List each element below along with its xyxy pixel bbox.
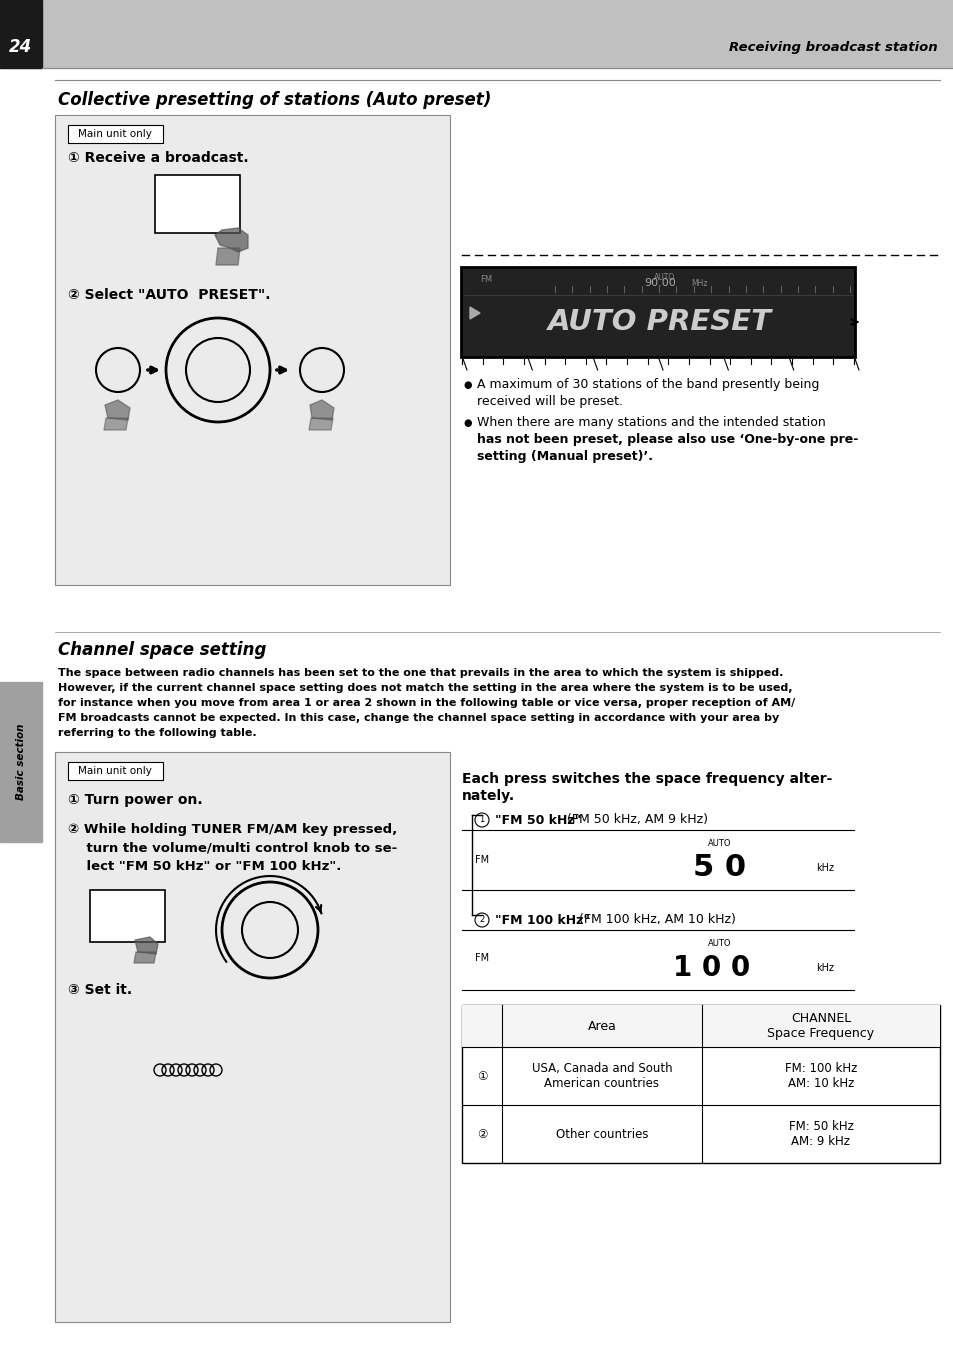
Text: CHANNEL
Space Frequency: CHANNEL Space Frequency <box>766 1013 874 1040</box>
Text: When there are many stations and the intended station: When there are many stations and the int… <box>476 416 825 429</box>
Text: Each press switches the space frequency alter-: Each press switches the space frequency … <box>461 772 832 786</box>
Bar <box>68 763 163 780</box>
Text: Main unit only: Main unit only <box>78 767 152 776</box>
Bar <box>0 0 42 68</box>
Text: received will be preset.: received will be preset. <box>476 395 622 408</box>
Text: nately.: nately. <box>461 790 515 803</box>
Text: 24: 24 <box>10 38 32 55</box>
Bar <box>90 890 165 942</box>
Text: FM: 50 kHz
AM: 9 kHz: FM: 50 kHz AM: 9 kHz <box>788 1119 853 1148</box>
Text: ①: ① <box>476 1069 487 1083</box>
Text: "FM 50 kHz": "FM 50 kHz" <box>495 814 580 826</box>
Bar <box>0 681 42 842</box>
Text: ① Receive a broadcast.: ① Receive a broadcast. <box>68 151 249 165</box>
Text: ① Turn power on.: ① Turn power on. <box>68 794 202 807</box>
Text: Area: Area <box>587 1019 616 1033</box>
Text: FM broadcasts cannot be expected. In this case, change the channel space setting: FM broadcasts cannot be expected. In thi… <box>58 713 779 723</box>
Bar <box>68 124 163 143</box>
Bar <box>461 1005 939 1163</box>
Polygon shape <box>105 400 130 420</box>
Text: Basic section: Basic section <box>16 723 26 800</box>
Text: setting (Manual preset)’.: setting (Manual preset)’. <box>476 450 652 462</box>
Polygon shape <box>135 937 158 955</box>
Text: Receiving broadcast station: Receiving broadcast station <box>729 41 937 54</box>
Text: lect "FM 50 kHz" or "FM 100 kHz".: lect "FM 50 kHz" or "FM 100 kHz". <box>68 860 341 872</box>
Text: turn the volume/multi control knob to se-: turn the volume/multi control knob to se… <box>68 841 396 854</box>
Text: Other countries: Other countries <box>556 1128 648 1141</box>
Text: ●: ● <box>462 418 471 429</box>
Text: for instance when you move from area 1 or area 2 shown in the following table or: for instance when you move from area 1 o… <box>58 698 795 708</box>
Bar <box>0 0 953 68</box>
Text: kHz: kHz <box>815 963 833 973</box>
Text: (FM 50 kHz, AM 9 kHz): (FM 50 kHz, AM 9 kHz) <box>562 814 707 826</box>
Text: 2: 2 <box>478 915 484 925</box>
Text: has not been preset, please also use ‘One-by-one pre-: has not been preset, please also use ‘On… <box>476 433 858 446</box>
Text: (FM 100 kHz, AM 10 kHz): (FM 100 kHz, AM 10 kHz) <box>575 914 735 926</box>
Polygon shape <box>215 247 240 265</box>
Bar <box>55 752 450 1322</box>
Text: FM: 100 kHz
AM: 10 kHz: FM: 100 kHz AM: 10 kHz <box>784 1063 857 1090</box>
Text: FM: FM <box>475 953 489 963</box>
Text: The space between radio channels has been set to the one that prevails in the ar: The space between radio channels has bee… <box>58 668 782 677</box>
Text: USA, Canada and South
American countries: USA, Canada and South American countries <box>531 1063 672 1090</box>
Text: AUTO: AUTO <box>654 273 675 281</box>
Text: referring to the following table.: referring to the following table. <box>58 727 256 738</box>
Text: FM: FM <box>479 276 492 284</box>
Text: However, if the current channel space setting does not match the setting in the : However, if the current channel space se… <box>58 683 792 694</box>
Polygon shape <box>133 952 156 963</box>
Text: ② While holding TUNER FM/AM key pressed,: ② While holding TUNER FM/AM key pressed, <box>68 823 396 837</box>
Text: 5 0: 5 0 <box>693 853 746 883</box>
Text: Channel space setting: Channel space setting <box>58 641 266 658</box>
Polygon shape <box>104 418 128 430</box>
Polygon shape <box>309 418 333 430</box>
Polygon shape <box>214 228 248 251</box>
Text: 90.00: 90.00 <box>643 279 675 288</box>
Polygon shape <box>310 400 334 420</box>
Text: ②: ② <box>476 1128 487 1141</box>
Text: ③ Set it.: ③ Set it. <box>68 983 132 996</box>
Bar <box>154 174 240 233</box>
Bar <box>42 589 953 630</box>
Text: AUTO: AUTO <box>707 838 731 848</box>
Polygon shape <box>470 307 479 319</box>
Text: 1: 1 <box>478 815 484 825</box>
Text: FM: FM <box>475 854 489 865</box>
Bar <box>55 115 450 585</box>
Text: A maximum of 30 stations of the band presently being: A maximum of 30 stations of the band pre… <box>476 379 819 391</box>
FancyBboxPatch shape <box>460 266 854 357</box>
Text: AUTO: AUTO <box>707 938 731 948</box>
Bar <box>461 1005 939 1046</box>
Text: kHz: kHz <box>815 863 833 873</box>
Text: Collective presetting of stations (Auto preset): Collective presetting of stations (Auto … <box>58 91 491 110</box>
Text: Main unit only: Main unit only <box>78 128 152 139</box>
Text: 1 0 0: 1 0 0 <box>673 955 750 982</box>
Text: MHz: MHz <box>691 279 707 288</box>
Text: AUTO PRESET: AUTO PRESET <box>547 308 771 337</box>
Text: "FM 100 kHz": "FM 100 kHz" <box>495 914 589 926</box>
Text: ② Select "AUTO  PRESET".: ② Select "AUTO PRESET". <box>68 288 271 301</box>
Text: ●: ● <box>462 380 471 389</box>
